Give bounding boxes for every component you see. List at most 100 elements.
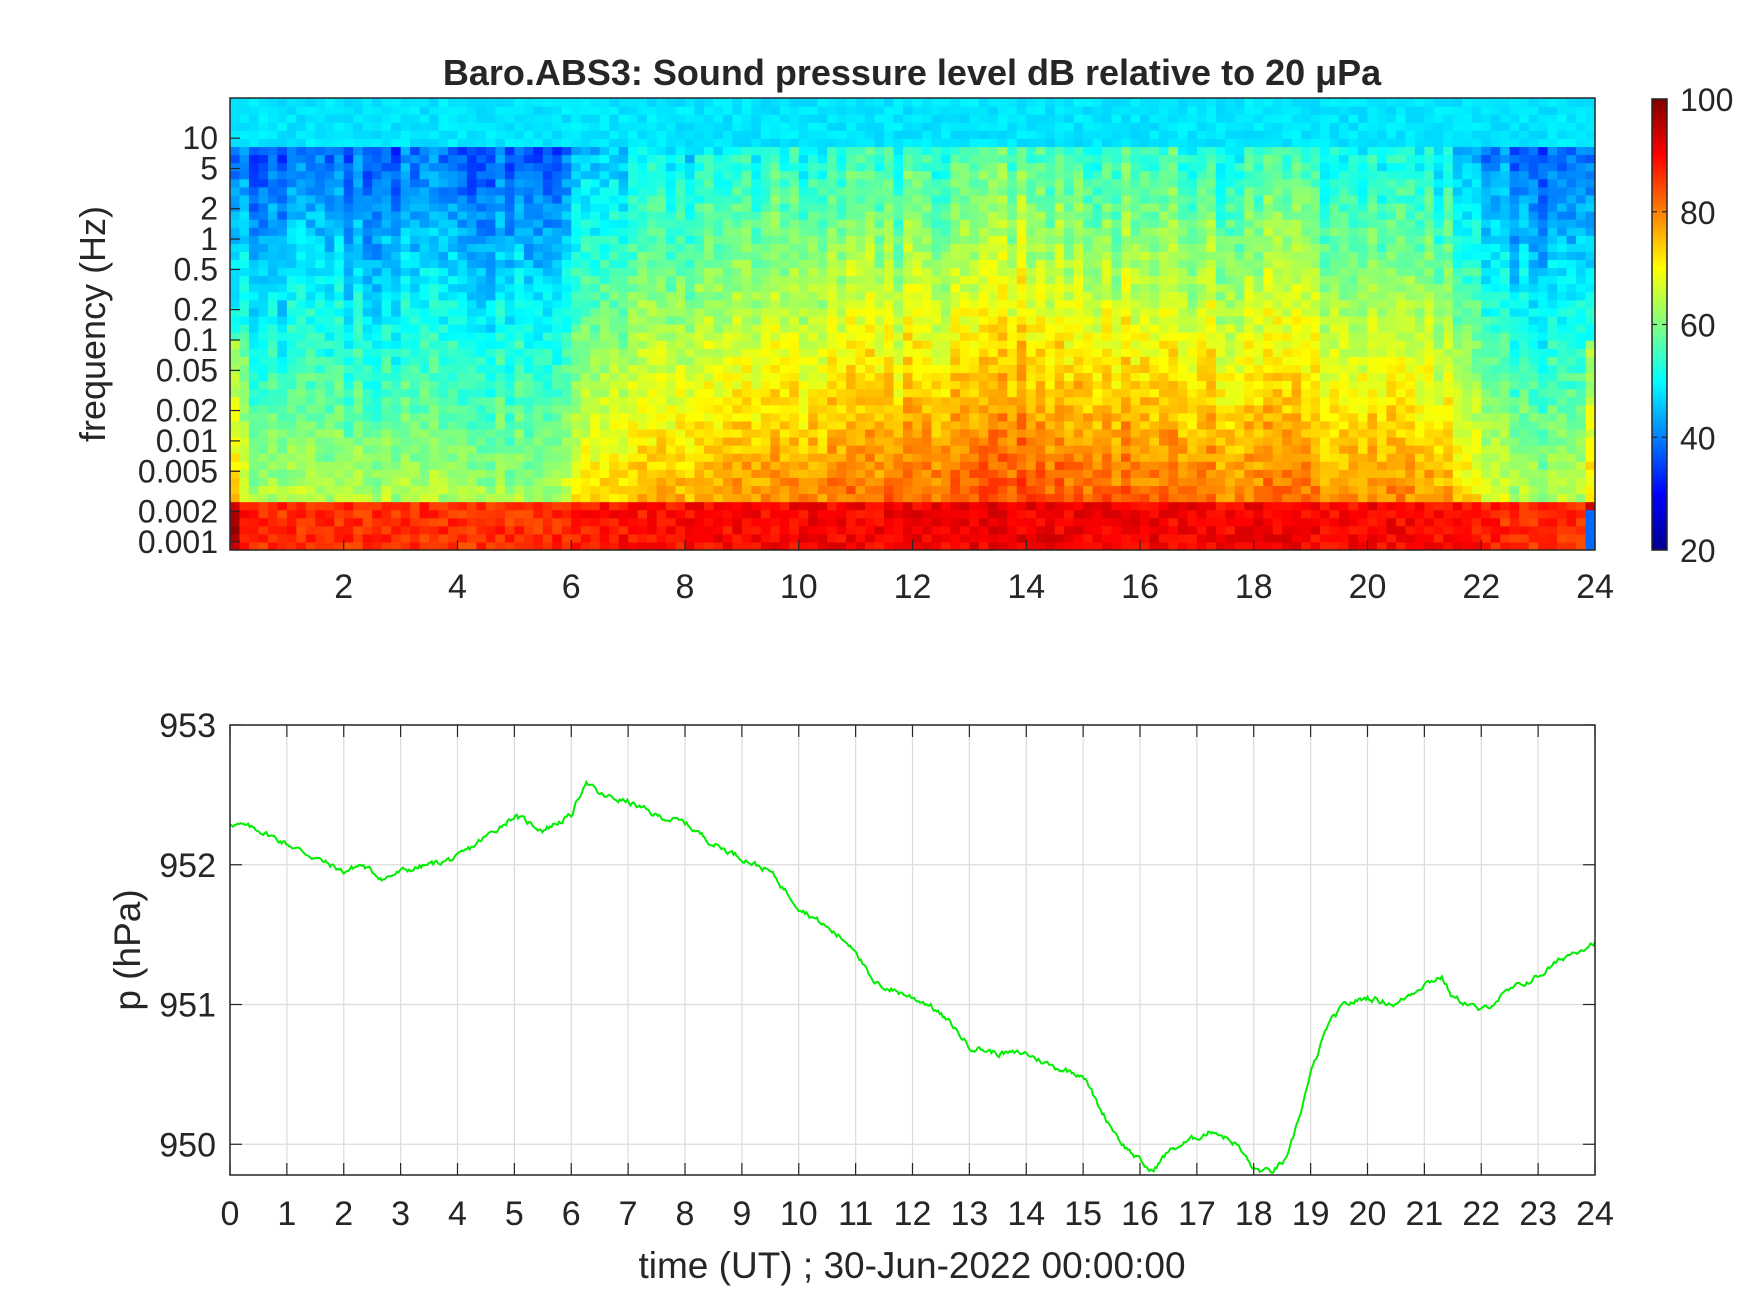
spectrogram-cell xyxy=(950,364,961,374)
spectrogram-cell xyxy=(391,453,402,462)
spectrogram-cell xyxy=(846,122,857,131)
spectrogram-cell xyxy=(495,122,506,131)
spectrogram-cell xyxy=(789,291,800,301)
spectrogram-cell xyxy=(666,453,677,462)
spectrogram-cell xyxy=(258,493,269,503)
spectrogram-cell xyxy=(893,412,904,422)
spectrogram-cell xyxy=(476,170,487,180)
spectrogram-cell xyxy=(485,380,497,390)
spectrogram-cell xyxy=(267,138,278,148)
spectrogram-cell xyxy=(685,130,696,139)
spectrogram-cell xyxy=(912,299,923,309)
spectrogram-cell xyxy=(713,299,724,309)
spectrogram-cell xyxy=(884,98,895,107)
spectrogram-cell xyxy=(1016,477,1027,487)
spectrogram-cell xyxy=(760,437,771,446)
spectrogram-cell xyxy=(495,437,506,446)
spectrogram-cell xyxy=(921,525,933,535)
spectrogram-cell xyxy=(296,461,307,470)
spectrogram-cell xyxy=(1045,235,1056,244)
spectrogram-cell xyxy=(362,275,373,285)
spectrogram-cell xyxy=(675,501,686,511)
spectrogram-cell xyxy=(817,404,828,414)
spectrogram-cell xyxy=(542,541,553,550)
spectrogram-cell xyxy=(997,372,1008,382)
spectrogram-cell xyxy=(533,98,544,107)
spectrogram-cell xyxy=(466,251,478,261)
spectrogram-cell xyxy=(457,106,468,115)
spectrogram-cell xyxy=(609,146,620,156)
spectrogram-cell xyxy=(1045,186,1056,196)
spectrogram-cell xyxy=(561,202,572,212)
spectrogram-cell xyxy=(590,275,601,285)
spectrogram-cell xyxy=(874,356,885,365)
spectrogram-cell xyxy=(703,291,715,301)
spectrogram-cell xyxy=(760,178,771,188)
spectrogram-cell xyxy=(874,211,885,220)
spectrogram-cell xyxy=(258,461,269,470)
spectrogram-cell xyxy=(400,348,411,357)
spectrogram-cell xyxy=(732,251,743,261)
spectrogram-cell xyxy=(846,162,857,172)
spectrogram-cell xyxy=(969,493,980,503)
spectrogram-cell xyxy=(798,541,809,550)
spectrogram-cell xyxy=(571,162,582,172)
spectrogram-cell xyxy=(609,396,620,406)
spectrogram-cell xyxy=(248,428,260,438)
spectrogram-cell xyxy=(362,146,373,156)
spectrogram-cell xyxy=(722,437,733,446)
spectrogram-cell xyxy=(817,162,828,172)
spectrogram-cell xyxy=(997,533,1008,543)
spectrogram-cell xyxy=(305,146,316,156)
spectrogram-cell xyxy=(855,114,866,123)
spectrogram-cell xyxy=(429,186,440,196)
spectrogram-cell xyxy=(685,340,696,349)
spectrogram-cell xyxy=(865,275,876,285)
spectrogram-cell xyxy=(429,146,440,156)
spectrogram-cell xyxy=(921,412,933,422)
spectrogram-cell xyxy=(874,202,885,212)
spectrogram-cell xyxy=(324,356,335,365)
spectrogram-cell xyxy=(865,485,876,495)
spectrogram-cell xyxy=(732,178,743,188)
spectrogram-cell xyxy=(865,477,876,487)
spectrogram-cell xyxy=(599,477,610,487)
spectrogram-cell xyxy=(931,380,942,390)
spectrogram-cell xyxy=(504,235,515,244)
spectrogram-cell xyxy=(410,194,421,204)
spectrogram-cell xyxy=(647,154,658,164)
spectrogram-cell xyxy=(476,283,487,293)
spectrogram-cell xyxy=(485,146,497,156)
spectrogram-cell xyxy=(789,404,800,414)
spectrogram-cell xyxy=(628,283,639,293)
spectrogram-cell xyxy=(751,541,762,550)
spectrogram-cell xyxy=(969,267,980,277)
spectrogram-cell xyxy=(808,525,819,535)
spectrogram-cell xyxy=(362,315,373,325)
spectrogram-cell xyxy=(703,469,715,478)
spectrogram-cell xyxy=(647,485,658,495)
spectrogram-cell xyxy=(666,517,677,527)
spectrogram-cell xyxy=(685,178,696,188)
spectrogram-cell xyxy=(277,122,288,131)
spectrogram-cell xyxy=(391,138,402,148)
spectrogram-cell xyxy=(988,501,999,511)
spectrogram-cell xyxy=(457,98,468,107)
spectrogram-cell xyxy=(1064,501,1075,511)
spectrogram-cell xyxy=(599,122,610,131)
spectrogram-cell xyxy=(846,388,857,398)
spectrogram-cell xyxy=(410,299,421,309)
spectrogram-cell xyxy=(798,509,809,519)
spectrogram-cell xyxy=(921,235,933,244)
spectrogram-cell xyxy=(419,324,430,333)
spectrogram-cell xyxy=(419,477,430,487)
spectrogram-cell xyxy=(400,412,411,422)
spectrogram-cell xyxy=(391,469,402,478)
spectrogram-cell xyxy=(258,267,269,277)
spectrogram-cell xyxy=(400,243,411,252)
spectrogram-cell xyxy=(978,340,989,349)
spectrogram-cell xyxy=(751,437,762,446)
spectrogram-cell xyxy=(779,501,790,511)
spectrogram-cell xyxy=(523,420,534,430)
spectrogram-cell xyxy=(931,267,942,277)
